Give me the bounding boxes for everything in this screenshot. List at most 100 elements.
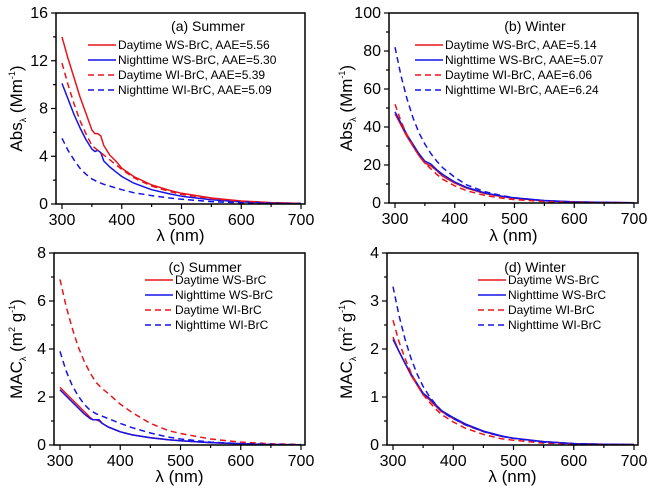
x-tick-label: 300 <box>380 453 407 470</box>
x-tick-label: 500 <box>501 211 528 228</box>
y-tick-label: 1 <box>370 389 379 406</box>
y-tick-label: 4 <box>370 245 379 262</box>
x-tick-label: 400 <box>107 453 134 470</box>
y-label-subscript: λ <box>18 356 28 361</box>
y-label-close: ) <box>7 299 26 305</box>
legend-label: Daytime WS-BrC, AAE=5.14 <box>445 38 597 52</box>
panel-a: 300 400 500 600 700 0 4 8 12 16 λ (nm) Absλ (Mm-1) (… <box>7 5 314 245</box>
legend-label: Daytime WI-BrC, AAE=5.39 <box>118 68 265 82</box>
x-axis-label: λ (nm) <box>488 467 536 486</box>
y-tick-label: 0 <box>372 195 381 212</box>
y-label-main: MAC <box>7 361 26 399</box>
series-group <box>394 47 635 203</box>
series-line-3 <box>392 319 635 445</box>
panel-title: (b) Winter <box>504 18 566 34</box>
y-label-superscript: 2 <box>7 327 17 332</box>
y-label-subscript: λ <box>18 117 28 122</box>
y-label-superscript: -1 <box>7 71 17 79</box>
y-tick-label: 0 <box>370 437 379 454</box>
y-axis-label: MACλ (m2 g-1) <box>7 299 28 399</box>
legend-label: Daytime WI-BrC <box>508 303 595 317</box>
y-tick-label: 6 <box>37 293 46 310</box>
y-tick-label: 2 <box>370 341 379 358</box>
series-line-3 <box>59 279 302 445</box>
x-axis-label: λ (nm) <box>489 226 537 245</box>
series-line-2 <box>61 83 302 204</box>
y-tick-label: 16 <box>30 5 48 22</box>
y-label-subscript: λ <box>348 117 358 122</box>
x-tick-label: 700 <box>288 453 315 470</box>
legend-label: Nighttime WI-BrC <box>175 318 269 332</box>
legend-label: Nighttime WS-BrC <box>508 288 606 302</box>
y-label-close: ) <box>7 65 26 71</box>
series-line-4 <box>61 137 302 204</box>
legend-label: Daytime WS-BrC <box>175 273 267 287</box>
x-tick-label: 500 <box>167 453 194 470</box>
series-line-1 <box>59 386 302 445</box>
y-label-mid: g <box>7 313 26 327</box>
x-tick-label: 600 <box>228 212 255 229</box>
legend-label: Daytime WI-BrC <box>175 303 262 317</box>
series-line-2 <box>59 389 302 445</box>
series-group <box>59 279 302 445</box>
x-tick-label: 300 <box>47 453 74 470</box>
legend-label: Nighttime WI-BrC <box>508 318 602 332</box>
x-tick-label: 400 <box>441 211 468 228</box>
y-axis-label: Absλ (Mm-1) <box>337 65 358 151</box>
y-label-main: Abs <box>7 122 26 151</box>
x-tick-label: 400 <box>108 212 135 229</box>
panel-title: (a) Summer <box>171 18 245 34</box>
series-line-1 <box>61 36 302 204</box>
series-line-4 <box>392 286 635 445</box>
x-tick-label: 600 <box>227 453 254 470</box>
y-label-superscript-2: -1 <box>337 305 347 313</box>
y-label-unit: (m <box>7 332 26 357</box>
x-tick-label: 700 <box>621 211 648 228</box>
y-label-mid: g <box>337 313 356 327</box>
x-tick-label: 700 <box>288 212 315 229</box>
series-line-4 <box>59 351 302 445</box>
legend-label: Daytime WS-BrC, AAE=5.56 <box>118 38 270 52</box>
y-label-main: MAC <box>337 361 356 399</box>
y-tick-label: 8 <box>39 101 48 118</box>
series-line-1 <box>392 336 635 445</box>
y-axis-label: MACλ (m2 g-1) <box>337 299 358 399</box>
y-tick-label: 3 <box>370 293 379 310</box>
y-label-unit: (m <box>337 332 356 357</box>
series-line-3 <box>61 62 302 204</box>
x-tick-label: 500 <box>168 212 195 229</box>
panel-b: 300 400 500 600 700 0 20 40 60 80 100 λ (nm) Absλ (M… <box>337 5 647 245</box>
y-tick-label: 4 <box>39 148 48 165</box>
legend-label: Nighttime WI-BrC, AAE=6.24 <box>445 83 599 97</box>
y-tick-label: 12 <box>30 53 48 70</box>
y-axis-label: Absλ (Mm-1) <box>7 65 28 151</box>
x-tick-label: 500 <box>500 453 527 470</box>
y-tick-label: 4 <box>37 341 46 358</box>
y-label-superscript: 2 <box>337 327 347 332</box>
panel-title: (d) Winter <box>504 259 566 275</box>
x-axis-label: λ (nm) <box>155 467 203 486</box>
y-label-superscript-2: -1 <box>7 305 17 313</box>
legend-label: Nighttime WS-BrC, AAE=5.30 <box>118 53 277 67</box>
y-tick-label: 100 <box>354 5 381 22</box>
x-tick-label: 600 <box>560 453 587 470</box>
y-label-superscript: -1 <box>337 71 347 79</box>
y-label-close: ) <box>337 299 356 305</box>
series-line-2 <box>394 111 635 203</box>
legend-label: Nighttime WI-BrC, AAE=5.09 <box>118 83 272 97</box>
y-tick-label: 0 <box>37 437 46 454</box>
x-axis-label: λ (nm) <box>156 226 204 245</box>
x-tick-label: 300 <box>382 211 409 228</box>
y-tick-label: 0 <box>39 196 48 213</box>
y-label-unit: (Mm <box>337 79 356 118</box>
x-tick-label: 300 <box>49 212 76 229</box>
y-tick-label: 60 <box>363 81 381 98</box>
y-label-subscript: λ <box>348 356 358 361</box>
legend-label: Nighttime WS-BrC <box>175 288 273 302</box>
series-line-1 <box>394 113 635 203</box>
series-group <box>61 36 302 204</box>
